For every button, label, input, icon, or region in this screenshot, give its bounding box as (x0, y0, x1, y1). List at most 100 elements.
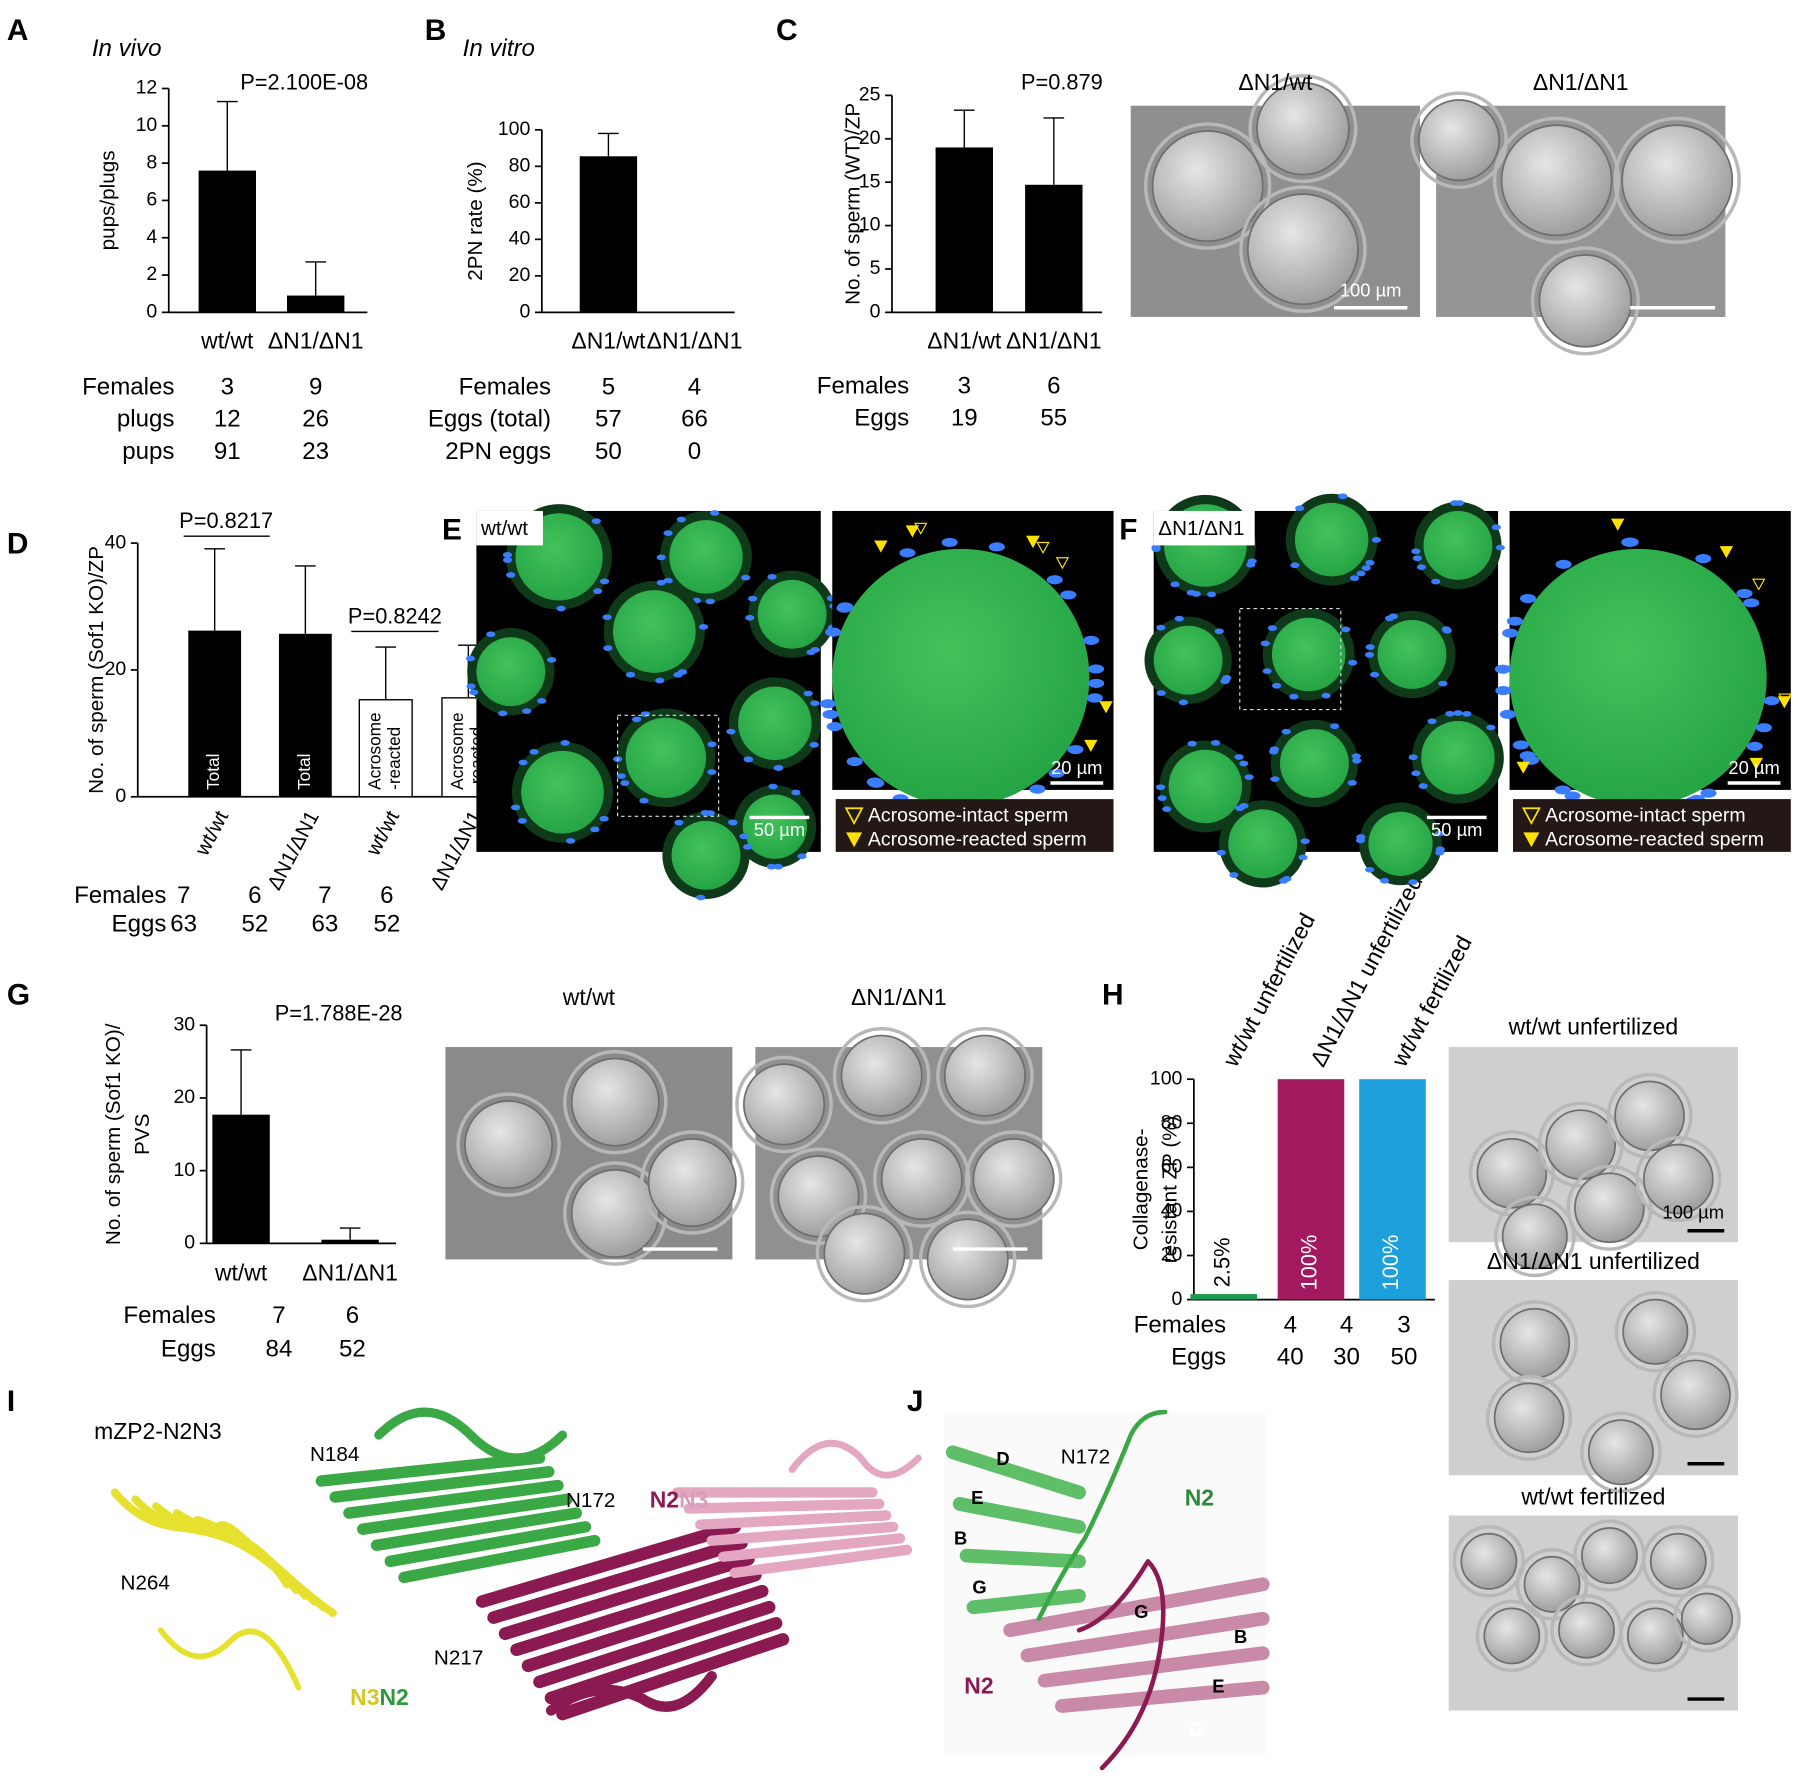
bar-label: Acrosome (365, 712, 385, 789)
egg (521, 750, 604, 834)
sperm-head (677, 669, 688, 675)
sperm-head (1048, 768, 1065, 778)
panel-title: In vivo (92, 35, 162, 62)
y-tick-label: 2 (146, 263, 157, 285)
sperm-head (1365, 559, 1375, 566)
structure-label: N2 (1185, 1484, 1214, 1510)
error-bar (339, 1227, 361, 1240)
table-row-label: plugs (117, 406, 175, 433)
sperm-head (1046, 575, 1063, 585)
panel-letter: E (442, 513, 462, 546)
egg (1279, 729, 1349, 798)
sperm-head (517, 817, 527, 824)
oocyte (1643, 1143, 1714, 1215)
arrowhead (1778, 693, 1792, 706)
y-tick-label: 0 (115, 785, 126, 807)
domain-part: N3 (350, 1684, 379, 1710)
oocyte (570, 1057, 660, 1147)
y-tick-label: 80 (509, 154, 531, 176)
table-row-label: Females (74, 882, 166, 909)
structure-label: G (972, 1577, 986, 1598)
y-tick-label: 12 (136, 77, 158, 99)
table-row-label: 2PN eggs (445, 438, 551, 465)
domain-part: N3 (679, 1487, 708, 1513)
y-tick-label: 40 (105, 531, 127, 553)
ribbon (374, 1407, 568, 1463)
sperm-head (698, 624, 709, 630)
sperm-head (1281, 728, 1291, 735)
sperm-head (1239, 760, 1249, 767)
egg (625, 717, 706, 798)
table-row-label: Females (123, 1302, 215, 1329)
sperm-head (502, 557, 513, 563)
sperm-head (1178, 699, 1188, 706)
sperm-head (1743, 598, 1760, 608)
y-tick-label: 0 (519, 301, 530, 323)
table-cell: 3 (1397, 1311, 1410, 1338)
sperm-head (700, 810, 710, 816)
residue-label: N264 (121, 1572, 170, 1595)
sperm-head (739, 833, 749, 840)
ribbon (683, 1498, 885, 1514)
ribbon (695, 1510, 892, 1530)
domain-label: N2N3 (650, 1487, 709, 1513)
bar-label: Acrosome (447, 712, 467, 789)
sperm-head (797, 853, 807, 860)
legend-marker-open (844, 807, 864, 826)
table-cell: 5 (602, 373, 615, 400)
error-bar (953, 109, 975, 148)
y-tick-label: 10 (173, 1159, 195, 1181)
egg (1153, 625, 1223, 695)
sperm-head (1289, 693, 1299, 700)
sperm-head (1295, 505, 1305, 512)
image-label: wt/wt unfertilized (1508, 1014, 1679, 1040)
oocyte (1660, 1359, 1731, 1431)
ribbon (370, 1507, 583, 1552)
sperm-head (640, 711, 651, 717)
y-tick-label: 0 (146, 301, 157, 323)
sperm-head (1187, 740, 1197, 747)
oocyte (1499, 1307, 1571, 1379)
y-tick-label: 20 (173, 1086, 195, 1108)
ribbon (510, 1568, 762, 1657)
sperm-head (655, 677, 665, 684)
domain-part: N2 (650, 1487, 679, 1513)
sperm-head (1267, 625, 1278, 631)
y-tick-label: 60 (1161, 1156, 1183, 1178)
zona (1613, 116, 1741, 245)
oocyte (1493, 1382, 1565, 1454)
sperm-head (822, 709, 839, 719)
panel-letter: H (1102, 978, 1124, 1011)
oocyte (777, 1155, 860, 1238)
legend-marker-filled (846, 832, 863, 848)
table-cell: 7 (177, 882, 190, 909)
sperm-head (846, 756, 863, 767)
sperm-head (1519, 751, 1536, 761)
sperm-head (1260, 640, 1270, 647)
residue-label: N172 (566, 1489, 615, 1512)
egg (613, 590, 696, 673)
panel-letter: G (7, 978, 30, 1011)
sperm-head (1388, 613, 1398, 620)
sperm-head (616, 773, 626, 779)
sperm-head (1341, 626, 1351, 633)
y-tick-label: 8 (146, 151, 157, 173)
ribbon (1076, 1559, 1166, 1771)
table-cell: 52 (373, 911, 400, 938)
p-value: P=0.8217 (179, 508, 273, 533)
ribbon (729, 1544, 913, 1578)
sperm-head (1216, 849, 1226, 856)
table-cell: 23 (302, 438, 329, 465)
domain-part: N2 (379, 1684, 408, 1710)
label-bg (476, 510, 543, 546)
sperm-head (1186, 589, 1196, 596)
legend-box (1513, 799, 1791, 852)
arrowhead (1084, 739, 1098, 752)
arrowhead (1610, 518, 1625, 531)
bar (1190, 1294, 1258, 1300)
table-cell: 7 (272, 1302, 285, 1329)
sperm-head (1499, 709, 1516, 719)
egg (738, 686, 812, 761)
table-cell: 30 (1333, 1344, 1360, 1371)
sperm-head (1411, 548, 1421, 555)
